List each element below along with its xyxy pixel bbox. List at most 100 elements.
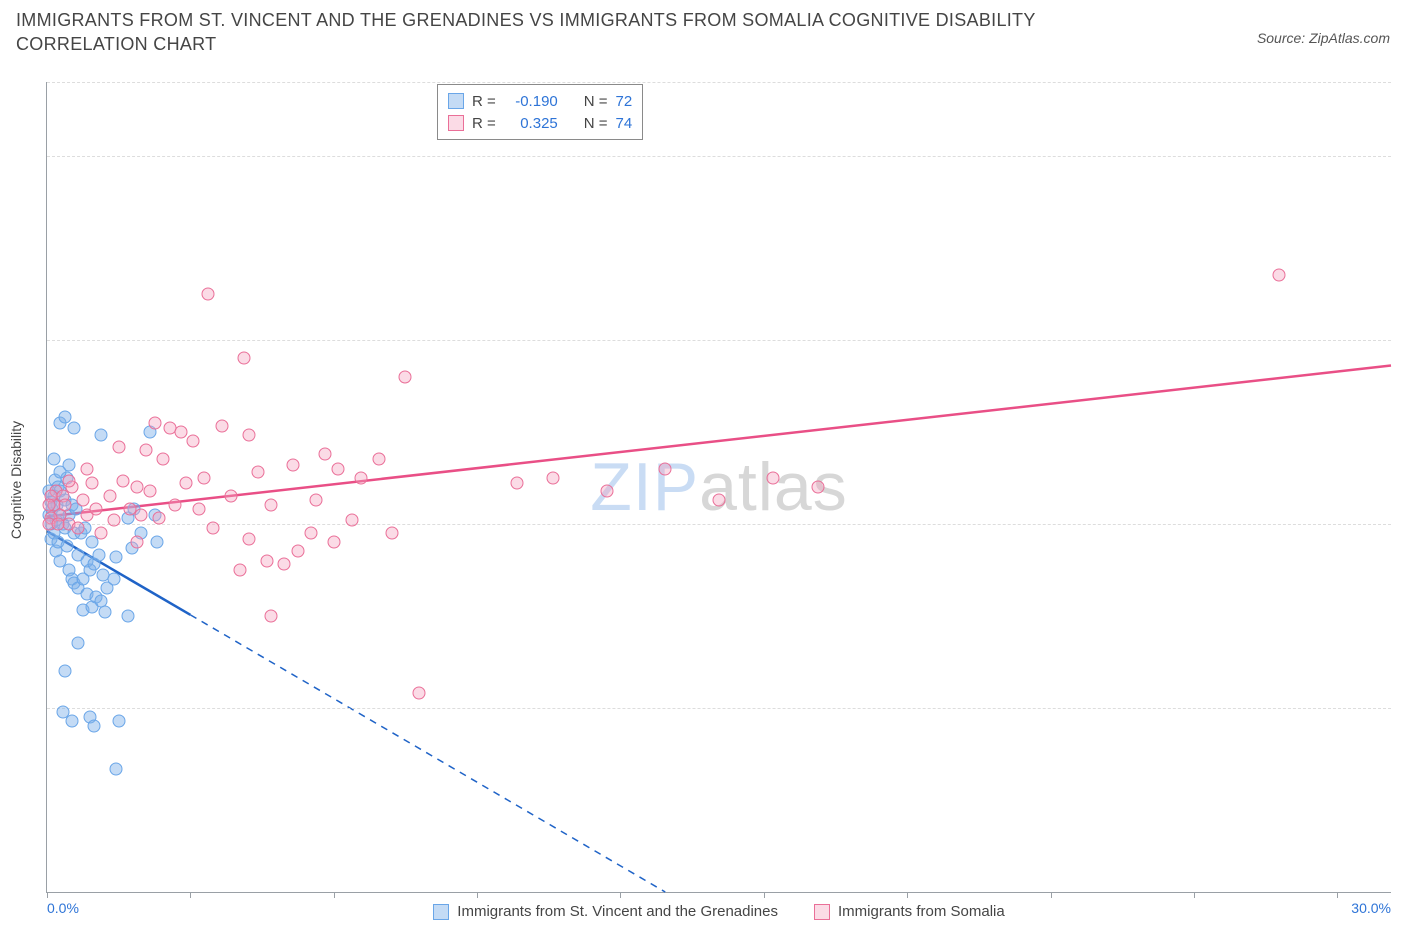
marker-series-b [265, 499, 278, 512]
marker-series-b [1273, 269, 1286, 282]
legend-swatch [448, 93, 464, 109]
x-tick-label: 0.0% [47, 900, 79, 916]
stats-legend: R = -0.190 N = 72 R = 0.325 N = 74 [437, 84, 643, 140]
marker-series-b [206, 521, 219, 534]
marker-series-a [65, 714, 78, 727]
marker-series-b [278, 558, 291, 571]
marker-series-b [372, 453, 385, 466]
y-tick-label: 10.0% [1395, 700, 1406, 716]
legend-r-label: R = [472, 93, 496, 110]
legend-n-label: N = [584, 115, 608, 132]
marker-series-b [103, 490, 116, 503]
plot-area: ZIPatlas R =-0.190N =72R =0.325N =74 Imm… [46, 82, 1391, 893]
marker-series-a [58, 665, 71, 678]
marker-series-b [63, 475, 76, 488]
marker-series-b [511, 477, 524, 490]
marker-series-b [412, 687, 425, 700]
marker-series-a [72, 637, 85, 650]
bottom-legend-item: Immigrants from Somalia [814, 903, 1005, 920]
legend-swatch [814, 904, 830, 920]
marker-series-b [265, 609, 278, 622]
marker-series-b [305, 527, 318, 540]
marker-series-b [260, 554, 273, 567]
marker-series-b [327, 536, 340, 549]
marker-series-b [811, 481, 824, 494]
marker-series-b [81, 462, 94, 475]
x-tick [1337, 892, 1338, 898]
marker-series-b [144, 484, 157, 497]
legend-n-value: 72 [616, 93, 633, 110]
y-tick-label: 30.0% [1395, 332, 1406, 348]
chart-title: IMMIGRANTS FROM ST. VINCENT AND THE GREN… [16, 8, 1116, 57]
marker-series-b [153, 512, 166, 525]
legend-r-label: R = [472, 115, 496, 132]
legend-swatch [433, 904, 449, 920]
x-tick [334, 892, 335, 898]
marker-series-b [76, 493, 89, 506]
marker-series-b [309, 493, 322, 506]
marker-series-a [63, 458, 76, 471]
marker-series-b [85, 477, 98, 490]
marker-series-b [90, 503, 103, 516]
x-tick [190, 892, 191, 898]
gridline-h [47, 340, 1391, 341]
marker-series-b [202, 287, 215, 300]
stats-legend-row: R = 0.325 N = 74 [448, 112, 632, 134]
x-tick [907, 892, 908, 898]
x-tick [477, 892, 478, 898]
marker-series-b [139, 444, 152, 457]
marker-series-b [345, 514, 358, 527]
legend-swatch [448, 115, 464, 131]
marker-series-a [92, 549, 105, 562]
marker-series-b [112, 440, 125, 453]
y-axis-label: Cognitive Disability [8, 421, 24, 539]
marker-series-b [385, 527, 398, 540]
marker-series-a [61, 539, 74, 552]
bottom-legend-label: Immigrants from Somalia [838, 903, 1005, 920]
y-tick-label: 20.0% [1395, 516, 1406, 532]
marker-series-a [108, 573, 121, 586]
marker-series-a [88, 720, 101, 733]
marker-series-b [117, 475, 130, 488]
marker-series-b [713, 493, 726, 506]
marker-series-a [121, 609, 134, 622]
x-tick-label: 30.0% [1351, 900, 1391, 916]
marker-series-b [242, 532, 255, 545]
x-tick [764, 892, 765, 898]
marker-series-b [72, 521, 85, 534]
marker-series-b [197, 471, 210, 484]
gridline-h [47, 708, 1391, 709]
marker-series-b [291, 545, 304, 558]
marker-series-a [150, 536, 163, 549]
marker-series-b [130, 481, 143, 494]
marker-series-b [157, 453, 170, 466]
legend-r-value: 0.325 [504, 115, 558, 132]
gridline-h [47, 524, 1391, 525]
marker-series-b [332, 462, 345, 475]
chart-container: IMMIGRANTS FROM ST. VINCENT AND THE GREN… [0, 0, 1406, 930]
marker-series-b [287, 458, 300, 471]
x-tick [47, 892, 48, 898]
trend-lines-svg [47, 82, 1391, 892]
marker-series-b [238, 352, 251, 365]
marker-series-a [67, 422, 80, 435]
y-tick-label: 40.0% [1395, 148, 1406, 164]
marker-series-b [43, 499, 56, 512]
marker-series-b [168, 499, 181, 512]
marker-series-b [242, 429, 255, 442]
bottom-legend-label: Immigrants from St. Vincent and the Gren… [457, 903, 778, 920]
source-label: Source: ZipAtlas.com [1257, 30, 1390, 46]
marker-series-b [186, 434, 199, 447]
marker-series-b [547, 471, 560, 484]
marker-series-a [47, 453, 60, 466]
marker-series-b [148, 416, 161, 429]
marker-series-b [601, 484, 614, 497]
marker-series-b [175, 425, 188, 438]
marker-series-b [52, 517, 65, 530]
marker-series-b [58, 499, 71, 512]
legend-n-value: 74 [616, 115, 633, 132]
marker-series-b [354, 471, 367, 484]
title-row: IMMIGRANTS FROM ST. VINCENT AND THE GREN… [16, 8, 1390, 68]
watermark: ZIPatlas [590, 448, 847, 526]
legend-r-value: -0.190 [504, 93, 558, 110]
